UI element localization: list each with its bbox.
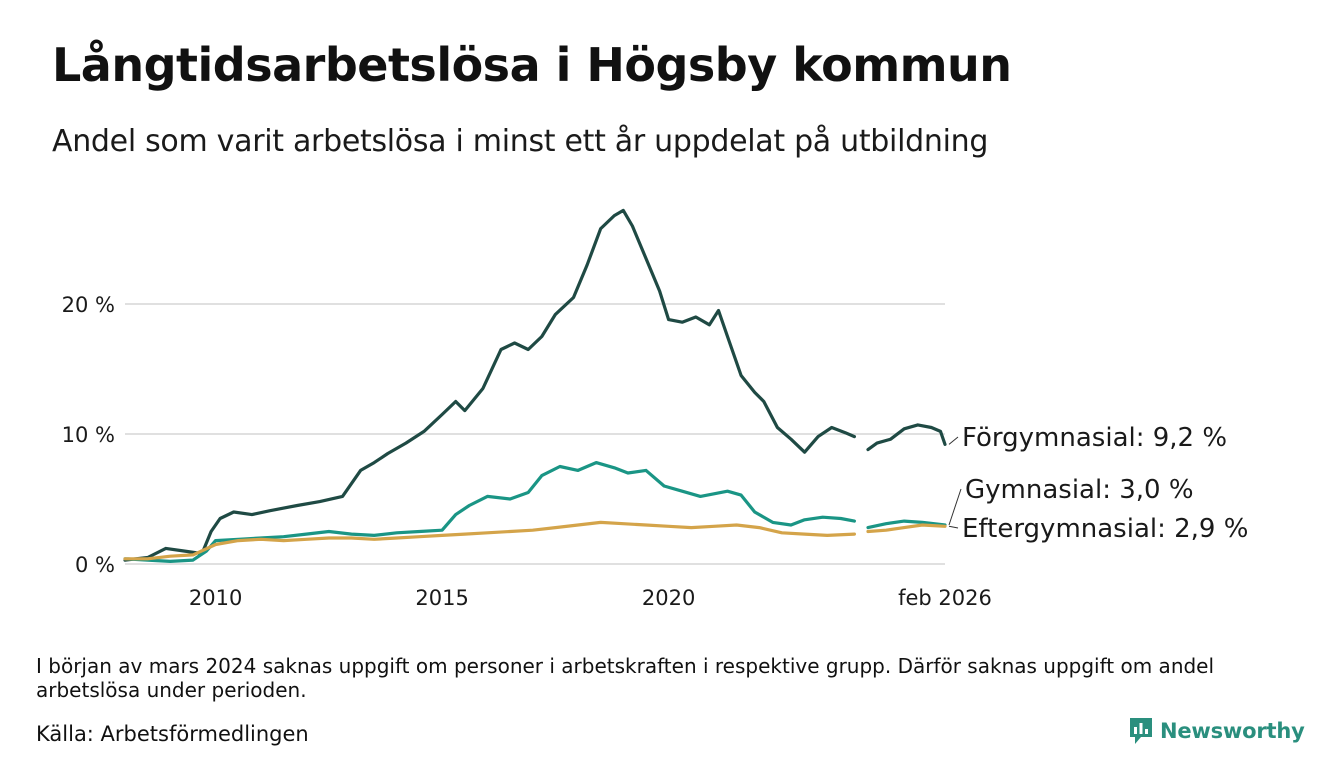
series-end-labels: Förgymnasial: 9,2 % Gymnasial: 3,0 % Efter…	[948, 423, 1248, 544]
x-tick-label: 2020	[642, 586, 695, 610]
chart-source: Källa: Arbetsförmedlingen	[36, 722, 309, 746]
y-tick-label: 20 %	[62, 293, 115, 317]
axis-labels: 0 % 10 % 20 % 2010 2015 2020 feb 2026	[62, 293, 992, 610]
y-tick-label: 0 %	[75, 553, 115, 577]
series-line-eftergymnasial-1	[123, 520, 857, 561]
series-line-förgymnasial-2	[866, 423, 947, 452]
series-end-label-gymnasial: Gymnasial: 3,0 %	[965, 475, 1194, 505]
chart-footnote: I början av mars 2024 saknas uppgift om …	[36, 654, 1215, 702]
x-tick-label: 2010	[189, 586, 242, 610]
y-tick-label: 10 %	[62, 423, 115, 447]
x-tick-label: 2015	[415, 586, 468, 610]
series-line-eftergymnasial-2	[866, 523, 947, 534]
label-leader-line	[948, 436, 959, 445]
brand-logo[interactable]: Newsworthy	[1128, 716, 1305, 746]
page-title: Långtidsarbetslösa i Högsby kommun	[52, 38, 1012, 92]
line-chart: 0 % 10 % 20 % 2010 2015 2020 feb 2026 Förgymna…	[62, 208, 1248, 610]
grid-lines	[125, 303, 945, 565]
label-leader-line	[948, 525, 959, 529]
page-subtitle: Andel som varit arbetslösa i minst ett å…	[52, 124, 989, 159]
series-end-label-förgymnasial: Förgymnasial: 9,2 %	[962, 423, 1227, 453]
newsworthy-icon	[1130, 718, 1152, 744]
series-line-förgymnasial-1	[123, 208, 857, 562]
series-end-label-eftergymnasial: Eftergymnasial: 2,9 %	[962, 514, 1248, 544]
brand-name: Newsworthy	[1160, 719, 1305, 743]
series-line-gymnasial-2	[866, 519, 947, 530]
series-lines	[123, 208, 947, 564]
x-tick-label: feb 2026	[898, 586, 992, 610]
label-leader-line	[948, 488, 962, 526]
